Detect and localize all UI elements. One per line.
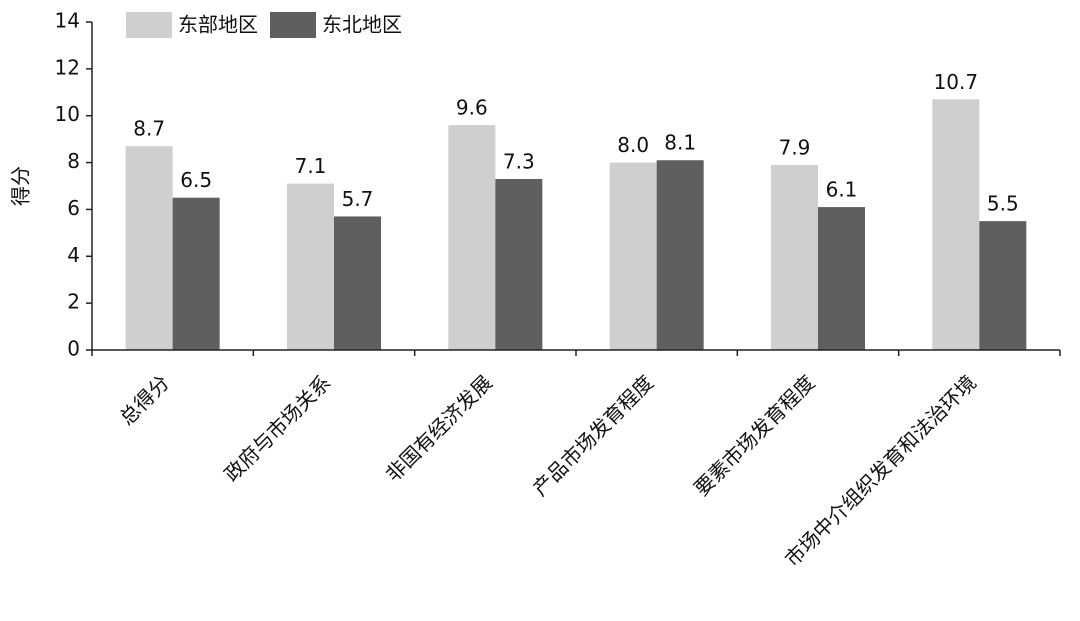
legend-swatch <box>126 12 172 38</box>
value-label: 6.5 <box>180 168 212 192</box>
bar <box>448 125 496 350</box>
bar <box>979 221 1027 350</box>
value-label: 5.7 <box>342 187 374 211</box>
x-tick-label: 产品市场发育程度 <box>528 370 658 500</box>
value-label: 9.6 <box>456 96 488 120</box>
y-tick-label: 2 <box>67 290 80 314</box>
bar <box>818 207 865 350</box>
y-tick-label: 0 <box>67 337 80 361</box>
y-tick-label: 4 <box>67 243 80 267</box>
y-tick-label: 8 <box>67 149 80 173</box>
bar <box>287 183 334 350</box>
x-tick-label: 总得分 <box>115 370 174 429</box>
y-tick-label: 14 <box>55 9 80 33</box>
bar <box>932 99 980 350</box>
x-tick-label: 政府与市场关系 <box>219 370 335 486</box>
legend-swatch <box>270 12 316 38</box>
bar <box>771 164 818 350</box>
y-tick-label: 10 <box>55 102 80 126</box>
legend-label: 东部地区 <box>178 13 258 37</box>
value-label: 10.7 <box>934 70 979 94</box>
value-label: 8.1 <box>664 131 696 155</box>
value-label: 8.7 <box>133 117 165 141</box>
bar <box>495 178 543 350</box>
value-label: 6.1 <box>826 178 858 202</box>
y-axis-label: 得分 <box>9 166 33 206</box>
value-label: 7.1 <box>295 154 327 178</box>
value-label: 5.5 <box>987 192 1019 216</box>
bar <box>609 162 657 350</box>
legend-label: 东北地区 <box>322 13 402 37</box>
value-label: 8.0 <box>617 133 649 157</box>
y-tick-label: 12 <box>55 55 80 79</box>
bar <box>334 216 381 350</box>
value-label: 7.3 <box>503 149 535 173</box>
x-tick-label: 市场中介组织发育和法治环境 <box>780 370 981 571</box>
y-tick-label: 6 <box>67 196 80 220</box>
bar <box>125 146 173 350</box>
x-tick-label: 非国有经济发展 <box>381 370 497 486</box>
x-tick-label: 要素市场发育程度 <box>689 370 819 500</box>
bar <box>656 160 704 350</box>
bar <box>172 197 220 350</box>
value-label: 7.9 <box>779 135 811 159</box>
